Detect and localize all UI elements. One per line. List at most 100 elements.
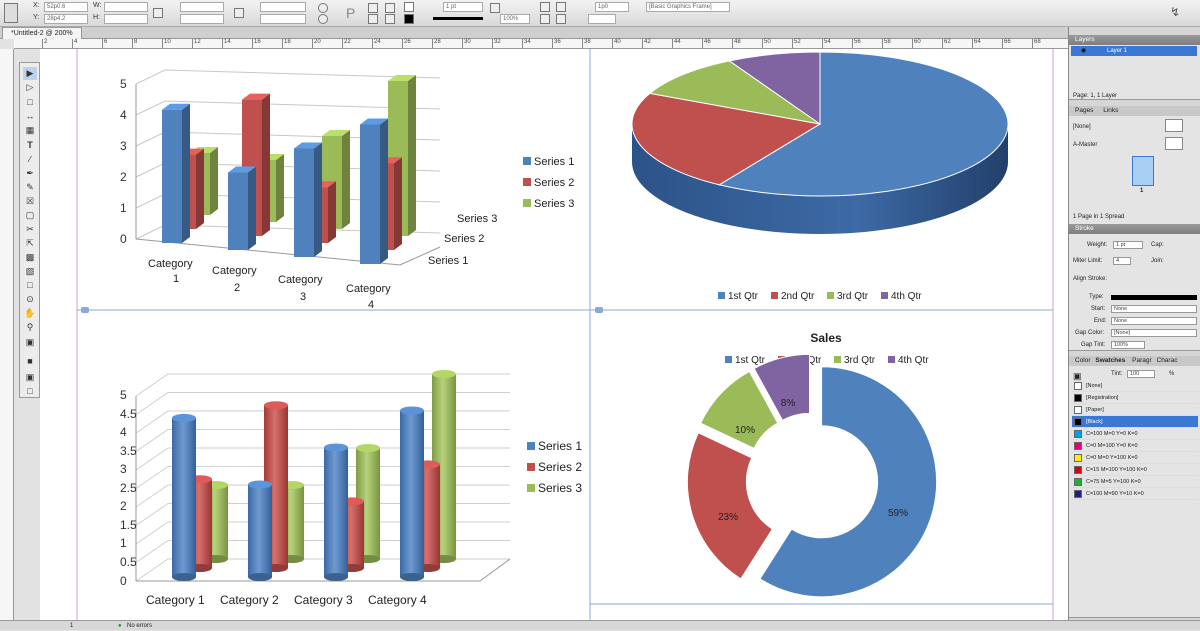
fill-stroke-icon[interactable]: ▣ [25, 337, 35, 347]
swatch-row[interactable]: C=0 M=0 Y=100 K=0 [1072, 452, 1198, 464]
page-tool-icon[interactable]: □ [27, 97, 33, 107]
stroke-panel-header[interactable]: Stroke [1069, 224, 1200, 234]
swatch-row[interactable]: C=100 M=0 Y=0 K=0 [1072, 428, 1198, 440]
scale-x-field[interactable] [180, 2, 224, 12]
corner-field[interactable] [588, 14, 616, 24]
tab-paragraph[interactable]: Paragr [1132, 357, 1152, 364]
shear-field[interactable] [260, 14, 306, 24]
tab-swatches[interactable]: Swatches [1095, 357, 1126, 364]
miter-field[interactable]: 4 [1113, 257, 1131, 265]
rectangle-tool-icon[interactable]: ▢ [25, 210, 35, 220]
constrain-proportions-icon[interactable] [153, 8, 163, 18]
content-collector-icon[interactable]: ▦ [25, 125, 35, 135]
select-content-icon[interactable] [385, 14, 395, 24]
swatch-row[interactable]: [None] [1072, 380, 1198, 392]
screen-mode-icon[interactable]: □ [27, 386, 33, 396]
spacing-field[interactable]: 1p0 [595, 2, 629, 12]
tint-field[interactable]: 100 [1127, 370, 1155, 378]
end-select[interactable]: None [1111, 317, 1197, 325]
tab-color[interactable]: Color [1075, 357, 1091, 364]
gap-tint-field[interactable]: 100% [1111, 341, 1145, 349]
y-field[interactable]: 28p4.2 [44, 14, 88, 24]
type-tool-icon[interactable]: T [27, 140, 33, 150]
note-tool-icon[interactable]: □ [27, 280, 33, 290]
preflight-status[interactable]: No errors [127, 623, 153, 629]
a-master-thumb[interactable] [1165, 137, 1183, 150]
scale-link-icon[interactable] [234, 8, 244, 18]
w-field[interactable] [104, 2, 148, 12]
stroke-type-select[interactable] [1111, 295, 1197, 300]
weight-field[interactable]: 1 pt [1113, 241, 1143, 249]
gradient-feather-icon[interactable]: ▧ [25, 266, 35, 276]
tab-pages[interactable]: Pages [1075, 107, 1094, 114]
pen-tool-icon[interactable]: ✒ [26, 168, 34, 178]
line-tool-icon[interactable]: ∕ [29, 154, 31, 164]
align-left-icon[interactable] [540, 2, 550, 12]
rotate-ccw-icon[interactable] [318, 14, 328, 24]
layer-name[interactable]: Layer 1 [1107, 48, 1128, 54]
eye-icon[interactable]: ◉ [1081, 48, 1087, 54]
opacity-field[interactable]: 100% [500, 14, 530, 24]
effects-icon[interactable] [490, 3, 500, 13]
swatch-row[interactable]: [Paper] [1072, 404, 1198, 416]
document-canvas[interactable]: 5 4 3 2 1 0 Category 1 Category 2 Catego… [40, 49, 1068, 620]
direct-selection-icon[interactable]: ▷ [26, 82, 34, 92]
rectangle-frame-icon[interactable]: ☒ [25, 196, 35, 206]
stroke-type-preview[interactable] [433, 17, 483, 20]
wrap-around-icon[interactable] [556, 14, 566, 24]
document-tab[interactable]: *Untitled-2 @ 200% [2, 27, 82, 39]
paragraph-icon[interactable]: P [346, 5, 356, 21]
wrap-icon[interactable] [556, 2, 566, 12]
swatch-row[interactable]: C=0 M=100 Y=0 K=0 [1072, 440, 1198, 452]
stroke-swatch-icon[interactable] [404, 14, 414, 24]
free-transform-icon[interactable]: ⇱ [26, 238, 34, 248]
selection-tool-icon[interactable]: ▶ [23, 67, 37, 80]
normal-mode-icon[interactable]: ▣ [25, 372, 35, 382]
x-field[interactable]: 52p0.6 [44, 2, 88, 12]
vertical-ruler[interactable] [0, 49, 14, 620]
apply-color-icon[interactable]: ■ [27, 356, 33, 366]
pencil-tool-icon[interactable]: ✎ [26, 182, 34, 192]
eyedropper-icon[interactable]: ⊙ [26, 294, 34, 304]
select-container-icon[interactable] [385, 3, 395, 13]
swatch-row[interactable]: C=100 M=90 Y=10 K=0 [1072, 488, 1198, 500]
y-label: Y: [33, 14, 40, 21]
none-master-thumb[interactable] [1165, 119, 1183, 132]
gap-tool-icon[interactable]: ↔ [25, 111, 35, 121]
swatch-row[interactable]: C=75 M=5 Y=100 K=0 [1072, 476, 1198, 488]
page-field[interactable]: 1 [70, 623, 74, 629]
tab-links[interactable]: Links [1103, 107, 1119, 114]
h-field[interactable] [104, 14, 148, 24]
page-thumbnail[interactable] [1132, 156, 1154, 186]
swatch-row[interactable]: C=15 M=100 Y=100 K=0 [1072, 464, 1198, 476]
chart1-bar-side [182, 103, 190, 243]
gap-color-select[interactable]: [None] [1111, 329, 1197, 337]
scissors-icon[interactable]: ✂ [26, 224, 34, 234]
scale-y-field[interactable] [180, 14, 224, 24]
swatch-row[interactable]: [Black] [1072, 416, 1198, 428]
zoom-tool-icon[interactable]: ⚲ [26, 322, 34, 332]
stroke-weight-field[interactable]: 1 pt [443, 2, 483, 12]
start-select[interactable]: None [1111, 305, 1197, 313]
pages-none-label[interactable]: [None] [1073, 124, 1091, 130]
flip-vertical-icon[interactable] [368, 14, 378, 24]
fill-stroke-toggle-icon[interactable]: ▣ [1073, 371, 1082, 381]
lightning-icon[interactable]: ↯ [1170, 5, 1181, 19]
align-center-icon[interactable] [540, 14, 550, 24]
horizontal-ruler[interactable]: 2 4 6 8 10 12 14 16 18 20 22 24 26 28 30 32 34 36 38 40 42 44… [14, 39, 1068, 49]
chart2-legend-label: 4th Qtr [891, 291, 922, 302]
reference-point-icon[interactable] [4, 3, 18, 23]
object-style-select[interactable]: [Basic Graphics Frame] [646, 2, 730, 12]
chart3-cylinder-top [400, 406, 424, 415]
rotate-cw-icon[interactable] [318, 3, 328, 13]
gradient-swatch-icon[interactable]: ▩ [25, 252, 35, 262]
rotate-field[interactable] [260, 2, 306, 12]
fill-swatch-icon[interactable] [404, 2, 414, 12]
pages-master-label[interactable]: A-Master [1073, 142, 1098, 148]
hand-tool-icon[interactable]: ✋ [24, 308, 36, 318]
layers-panel-header[interactable]: Layers [1069, 35, 1200, 45]
flip-horizontal-icon[interactable] [368, 3, 378, 13]
chart3-gridline [135, 540, 510, 563]
tab-character[interactable]: Charac [1156, 357, 1178, 364]
swatch-row[interactable]: [Registration] [1072, 392, 1198, 404]
